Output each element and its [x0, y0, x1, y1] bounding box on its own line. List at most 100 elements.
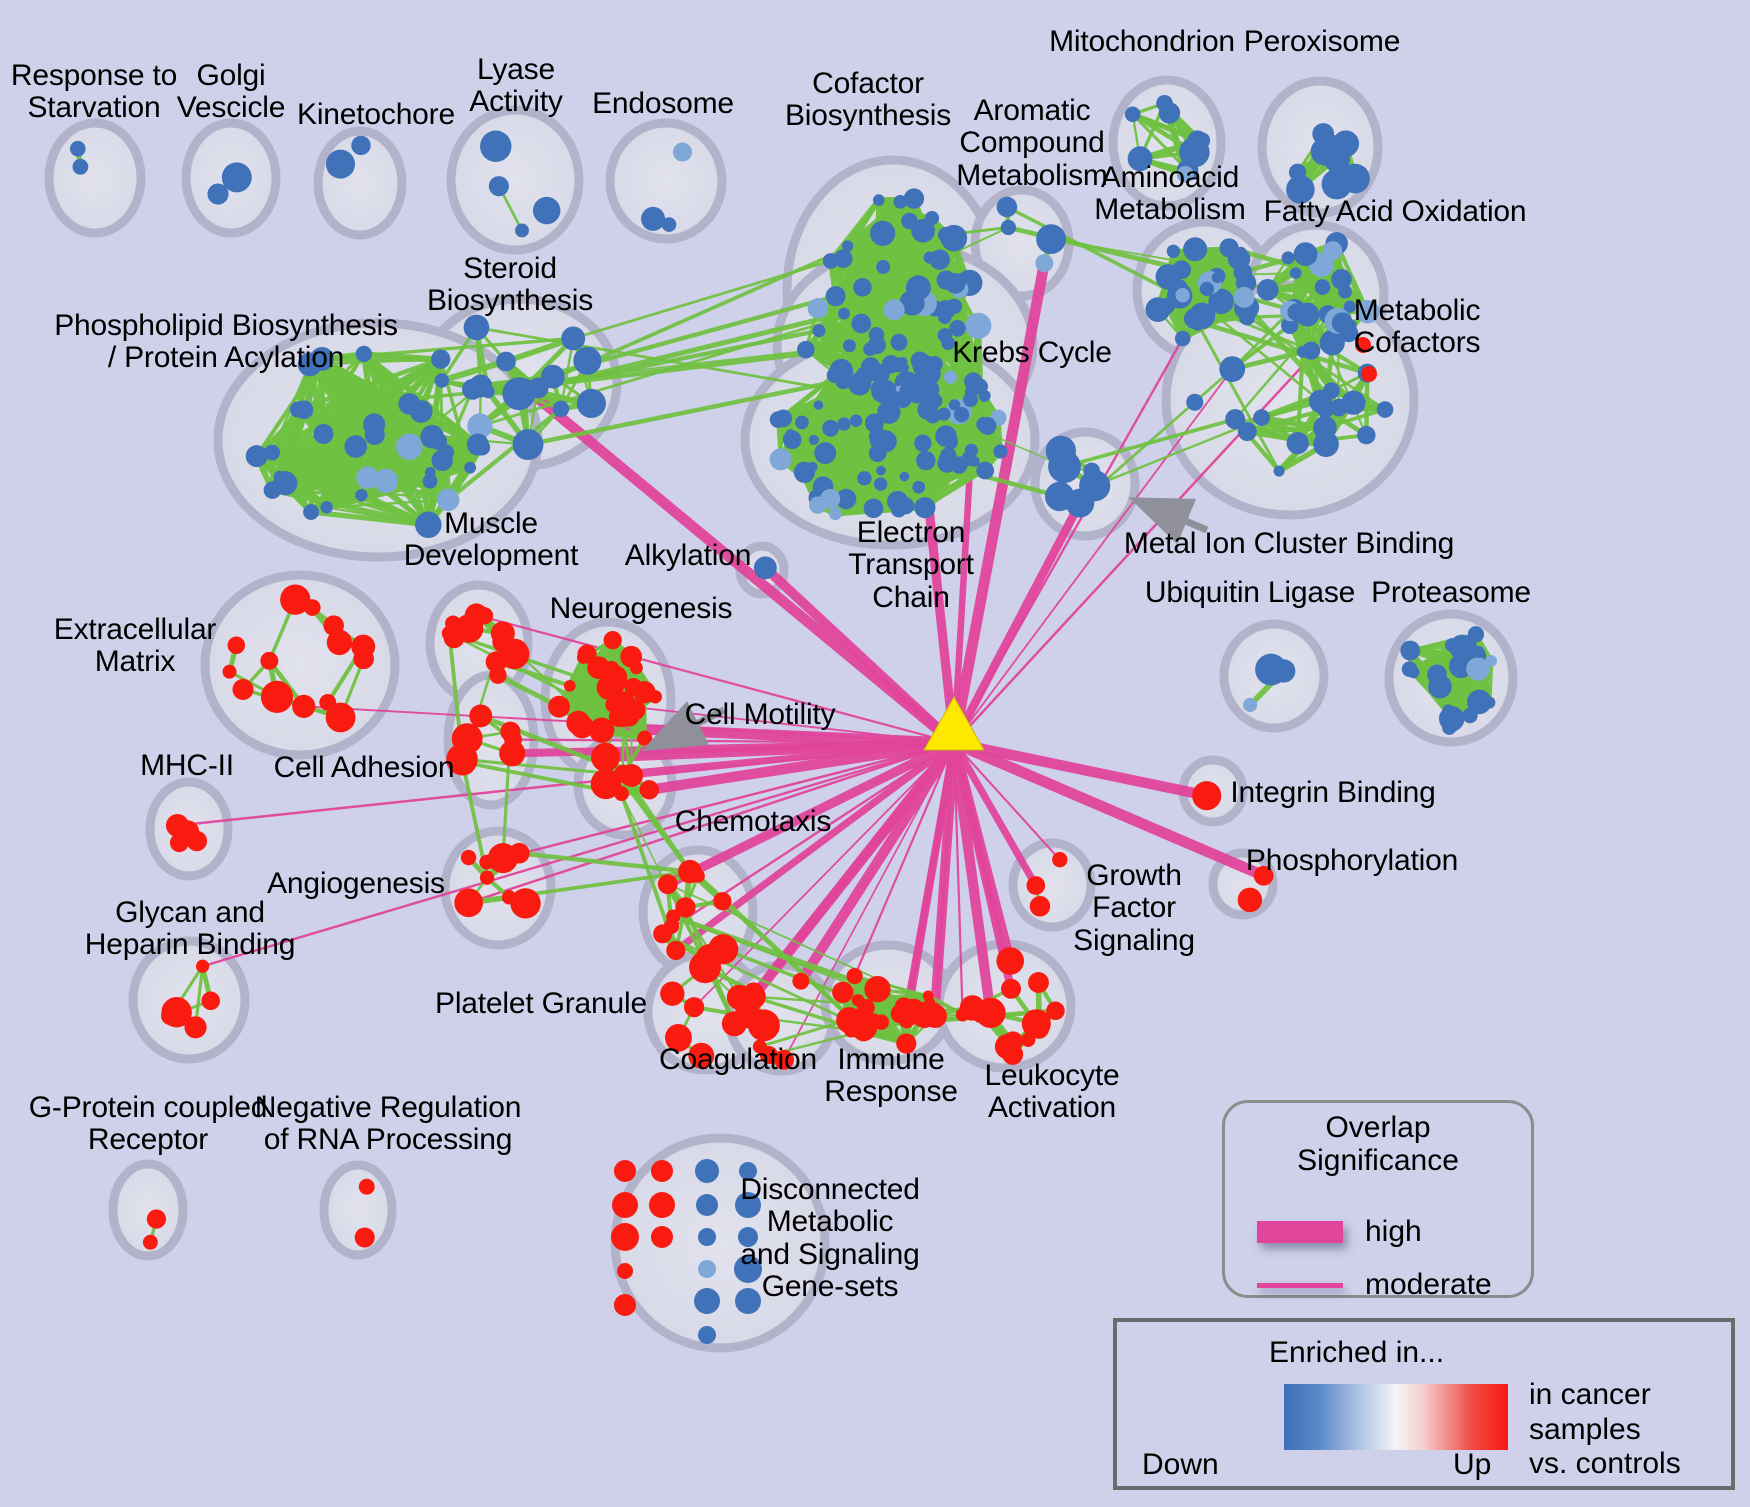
geneset-node — [864, 976, 891, 1003]
geneset-node — [1237, 422, 1257, 442]
geneset-node — [897, 356, 908, 367]
cluster-label-alkylation: Alkylation — [624, 539, 752, 572]
cluster-label-cell-adhesion: Cell Adhesion — [273, 751, 455, 784]
geneset-node — [941, 336, 956, 350]
geneset-node — [936, 300, 956, 320]
geneset-node — [905, 275, 931, 301]
geneset-node — [1026, 876, 1046, 895]
geneset-node — [479, 870, 495, 885]
geneset-node — [943, 370, 958, 384]
arrow-metal-ion-cluster-binding — [1128, 496, 1209, 545]
geneset-node — [838, 307, 850, 320]
cluster-halo-endosome — [605, 118, 727, 244]
geneset-node — [467, 413, 493, 439]
geneset-node — [1225, 409, 1246, 430]
geneset-node — [415, 511, 442, 539]
geneset-node — [870, 220, 896, 247]
geneset-node — [954, 407, 970, 423]
geneset-node — [260, 680, 294, 714]
geneset-node — [937, 453, 957, 473]
geneset-node — [897, 497, 915, 515]
geneset-node — [944, 273, 966, 294]
geneset-node — [1192, 781, 1222, 811]
geneset-node — [826, 367, 843, 383]
geneset-node — [1029, 896, 1051, 917]
geneset-node — [169, 833, 189, 853]
geneset-node — [1048, 450, 1081, 483]
geneset-node — [354, 1227, 375, 1248]
geneset-node — [694, 1288, 720, 1314]
geneset-node — [1296, 345, 1309, 358]
geneset-node — [355, 488, 368, 502]
enrichment-side-label: in cancer samples vs. controls — [1529, 1378, 1681, 1480]
significance-edge-leukocyte-activation — [950, 742, 1016, 990]
geneset-node — [1281, 251, 1295, 265]
geneset-node — [675, 897, 696, 918]
geneset-node — [1035, 254, 1054, 273]
geneset-node — [1314, 279, 1331, 295]
geneset-node — [146, 1209, 167, 1229]
significance-edge-metal-ion-cluster-binding — [950, 501, 1084, 745]
geneset-node — [1001, 978, 1022, 999]
geneset-node — [561, 326, 586, 351]
geneset-node — [1341, 390, 1366, 415]
geneset-node — [698, 1260, 716, 1278]
geneset-node — [429, 432, 447, 450]
geneset-node — [1183, 237, 1208, 262]
geneset-node — [1219, 356, 1246, 382]
geneset-node — [1357, 425, 1376, 445]
geneset-node — [488, 176, 509, 197]
geneset-node — [993, 444, 1008, 459]
geneset-node — [325, 702, 356, 733]
geneset-node — [245, 445, 268, 468]
geneset-node — [834, 249, 853, 268]
geneset-node — [431, 349, 451, 369]
geneset-node — [1467, 626, 1485, 643]
cluster-label-negative-regulation-of-rna-processing: Negative Regulation of RNA Processing — [254, 1091, 522, 1157]
significance-edges — [177, 262, 1344, 1061]
significance-edge-aminoacid-metabolism — [952, 337, 1184, 744]
geneset-node — [666, 940, 686, 961]
geneset-node — [1199, 281, 1215, 297]
geneset-node — [793, 461, 816, 483]
geneset-node — [1340, 163, 1370, 194]
high-significance-label: high — [1365, 1215, 1422, 1248]
cluster-label-coagulation: Coagulation — [659, 1043, 817, 1076]
cluster-label-disconnected-gene-sets: Disconnected Metabolic and Signaling Gen… — [740, 1173, 920, 1304]
geneset-node — [351, 135, 371, 156]
seed-node-layer — [923, 695, 985, 751]
geneset-node — [1319, 330, 1345, 356]
geneset-node — [460, 849, 477, 866]
geneset-node — [873, 1014, 890, 1030]
overlap-significance-legend: Overlap Significance high moderate — [1222, 1100, 1534, 1301]
geneset-node — [870, 379, 891, 399]
geneset-node — [1343, 300, 1356, 313]
geneset-node — [876, 465, 886, 476]
geneset-node — [949, 319, 966, 337]
geneset-node — [614, 1160, 636, 1182]
geneset-node — [590, 768, 622, 800]
significance-edge-growth-factor-signaling — [950, 741, 1039, 888]
seed-node-triangle[interactable] — [923, 695, 985, 751]
geneset-node — [320, 501, 333, 514]
cluster-label-mhc-ii: MHC-II — [140, 749, 234, 782]
geneset-node — [222, 664, 237, 679]
cluster-label-cofactor-biosynthesis: Cofactor Biosynthesis — [784, 67, 951, 133]
geneset-node — [877, 400, 901, 424]
geneset-node — [698, 1326, 716, 1344]
geneset-node — [872, 194, 885, 206]
geneset-node — [639, 780, 659, 800]
geneset-node — [1308, 389, 1333, 413]
geneset-node — [1087, 474, 1108, 495]
moderate-significance-label: moderate — [1365, 1268, 1492, 1301]
geneset-node — [897, 1010, 914, 1026]
geneset-node — [485, 651, 507, 673]
geneset-node — [663, 918, 680, 934]
geneset-node — [512, 429, 544, 460]
geneset-node — [1083, 462, 1101, 480]
geneset-node — [855, 1019, 876, 1040]
significance-edge-chemotaxis — [673, 740, 957, 954]
geneset-node — [603, 631, 622, 650]
significance-edge-coagulation — [783, 742, 955, 1061]
geneset-node — [473, 439, 491, 456]
